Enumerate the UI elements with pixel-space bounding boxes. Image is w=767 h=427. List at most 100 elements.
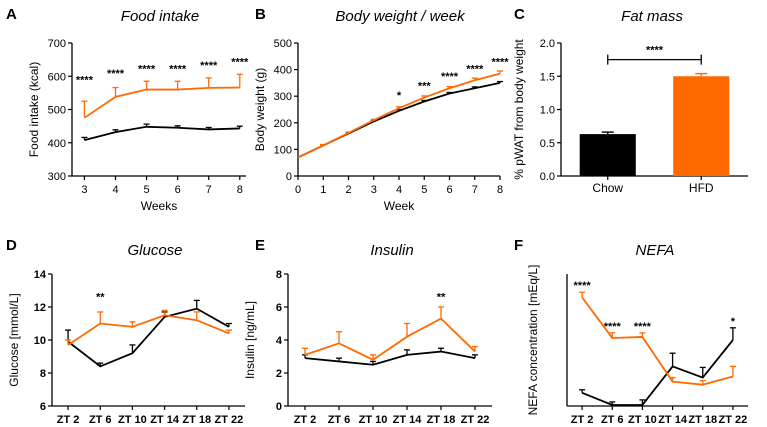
panel-e-ytick-label: 0 [276,401,282,413]
panel-b-significance: *** [418,81,432,93]
panel-e-title: Insulin [370,242,413,259]
panel-e-line-chow [304,350,476,366]
panel-e-ytick-label: 2 [276,368,282,380]
panel-f-significance: * [731,316,736,328]
panel-a-significance: **** [200,60,218,72]
panel-f-significance: **** [604,321,622,333]
panel-b-significance: * [397,90,402,102]
panel-a-ytick-label: 300 [48,171,66,183]
panel-b-xtick-label: 3 [371,184,377,196]
panel-e-xtick-label: ZT 22 [461,414,490,426]
panel-f-significance: **** [574,280,592,292]
panel-e-label: E [255,237,265,254]
panel-a-xtick-label: 6 [175,184,181,196]
panel-f-xtick-label: ZT 14 [658,414,688,426]
panel-b-ylabel: Body weight (g) [253,68,267,151]
panel-e-ytick-label: 4 [276,335,283,347]
panel-b-xlabel: Week [384,199,415,213]
panel-f-line-hfd [581,296,734,386]
panel-a-ylabel: Food intake (kcal) [27,62,41,157]
panel-d-ylabel: Glucose [mmol/L] [7,293,21,386]
panel-d-xtick-label: ZT 18 [182,414,211,426]
panel-c-ytick-label: 0.0 [540,171,555,183]
panel-e-line-hfd [304,317,476,361]
panel-d-ytick-label: 8 [40,368,46,380]
panel-d-xtick-label: ZT 6 [89,414,112,426]
panel-e-ytick-label: 8 [276,269,282,281]
panel-f-xtick-label: ZT 18 [688,414,717,426]
panel-a-ytick-label: 400 [48,138,66,150]
panel-a-ytick-label: 500 [48,105,66,117]
panel-a-significance: **** [76,75,94,87]
panel-d-title: Glucose [127,242,182,259]
panel-b-ytick-label: 500 [274,38,292,50]
panel-e-xtick-label: ZT 18 [427,414,456,426]
panel-e-xtick-label: ZT 6 [328,414,351,426]
panel-a-line-chow [84,125,240,141]
panel-e-xtick-label: ZT 2 [294,414,317,426]
panel-d-ytick-label: 14 [34,269,47,281]
panel-e-xtick-label: ZT 10 [359,414,388,426]
panel-f-xtick-label: ZT 2 [571,414,594,426]
panel-b-ytick-label: 0 [286,171,292,183]
panel-a-ytick-label: 600 [48,71,66,83]
panel-a-xtick-label: 8 [237,184,243,196]
panel-d-xtick-label: ZT 10 [118,414,147,426]
panel-a-xtick-label: 5 [144,184,150,196]
panel-a-line-hfd [83,86,240,119]
panel-a-xtick-label: 4 [112,184,118,196]
panel-a-significance: **** [107,68,125,80]
panel-d-line-chow [67,307,230,368]
panel-a-ytick-label: 700 [48,38,66,50]
panel-a-significance: **** [231,57,249,69]
panel-b-title: Body weight / week [335,8,466,25]
panel-c-ytick-label: 1.5 [540,71,555,83]
panel-f-xtick-label: ZT 10 [628,414,657,426]
panel-f-ylabel: NEFA concentration [mEq/L] [526,265,540,416]
bar-hfd [673,76,730,176]
panel-b-xtick-label: 4 [396,184,402,196]
panel-b-xtick-label: 7 [472,184,478,196]
panel-b-ytick-label: 400 [274,65,292,77]
panel-c-ytick-label: 0.5 [540,138,555,150]
panel-a-significance: **** [138,63,156,75]
panel-c-ytick-label: 1.0 [540,105,555,117]
panel-d-line-hfd [67,314,230,346]
panel-b-xtick-label: 6 [446,184,452,196]
panel-d-xtick-label: ZT 14 [150,414,180,426]
panel-c-label: C [514,6,525,23]
panel-d-ytick-label: 6 [40,401,46,413]
panel-b-xtick-label: 2 [345,184,351,196]
panel-f-significance: **** [634,321,652,333]
panel-b-ytick-label: 200 [274,118,292,130]
panel-b-significance: **** [466,63,484,75]
panel-d-label: D [6,237,17,254]
panel-f-label: F [514,237,523,254]
panel-c-xtick-label: Chow [592,181,623,195]
panel-c-title: Fat mass [621,8,683,25]
panel-d-xtick-label: ZT 22 [215,414,244,426]
panel-a-xtick-label: 7 [206,184,212,196]
panel-f-line-chow [581,339,734,406]
panel-a-xtick-label: 3 [81,184,87,196]
panel-d-ytick-label: 10 [34,335,46,347]
panel-a-label: A [6,6,17,23]
panel-d-ytick-label: 12 [34,302,46,314]
bar-chow [579,134,636,176]
panel-b-xtick-label: 5 [421,184,427,196]
panel-e-significance: ** [437,291,446,303]
panel-b-xtick-label: 1 [320,184,326,196]
significance-marker: **** [646,45,664,57]
panel-f-title: NEFA [636,242,675,259]
panel-f-xtick-label: ZT 22 [719,414,748,426]
panel-a-xlabel: Weeks [141,199,177,213]
panel-c-ytick-label: 2.0 [540,38,555,50]
panel-e-ylabel: Insulin [ng/mL] [243,301,257,379]
panel-b-significance: **** [441,71,459,83]
panel-d-xtick-label: ZT 2 [57,414,80,426]
panel-b-line-hfd [297,72,501,159]
panel-f-xtick-label: ZT 6 [601,414,624,426]
panel-c-xtick-label: HFD [689,181,714,195]
panel-b-ytick-label: 300 [274,91,292,103]
